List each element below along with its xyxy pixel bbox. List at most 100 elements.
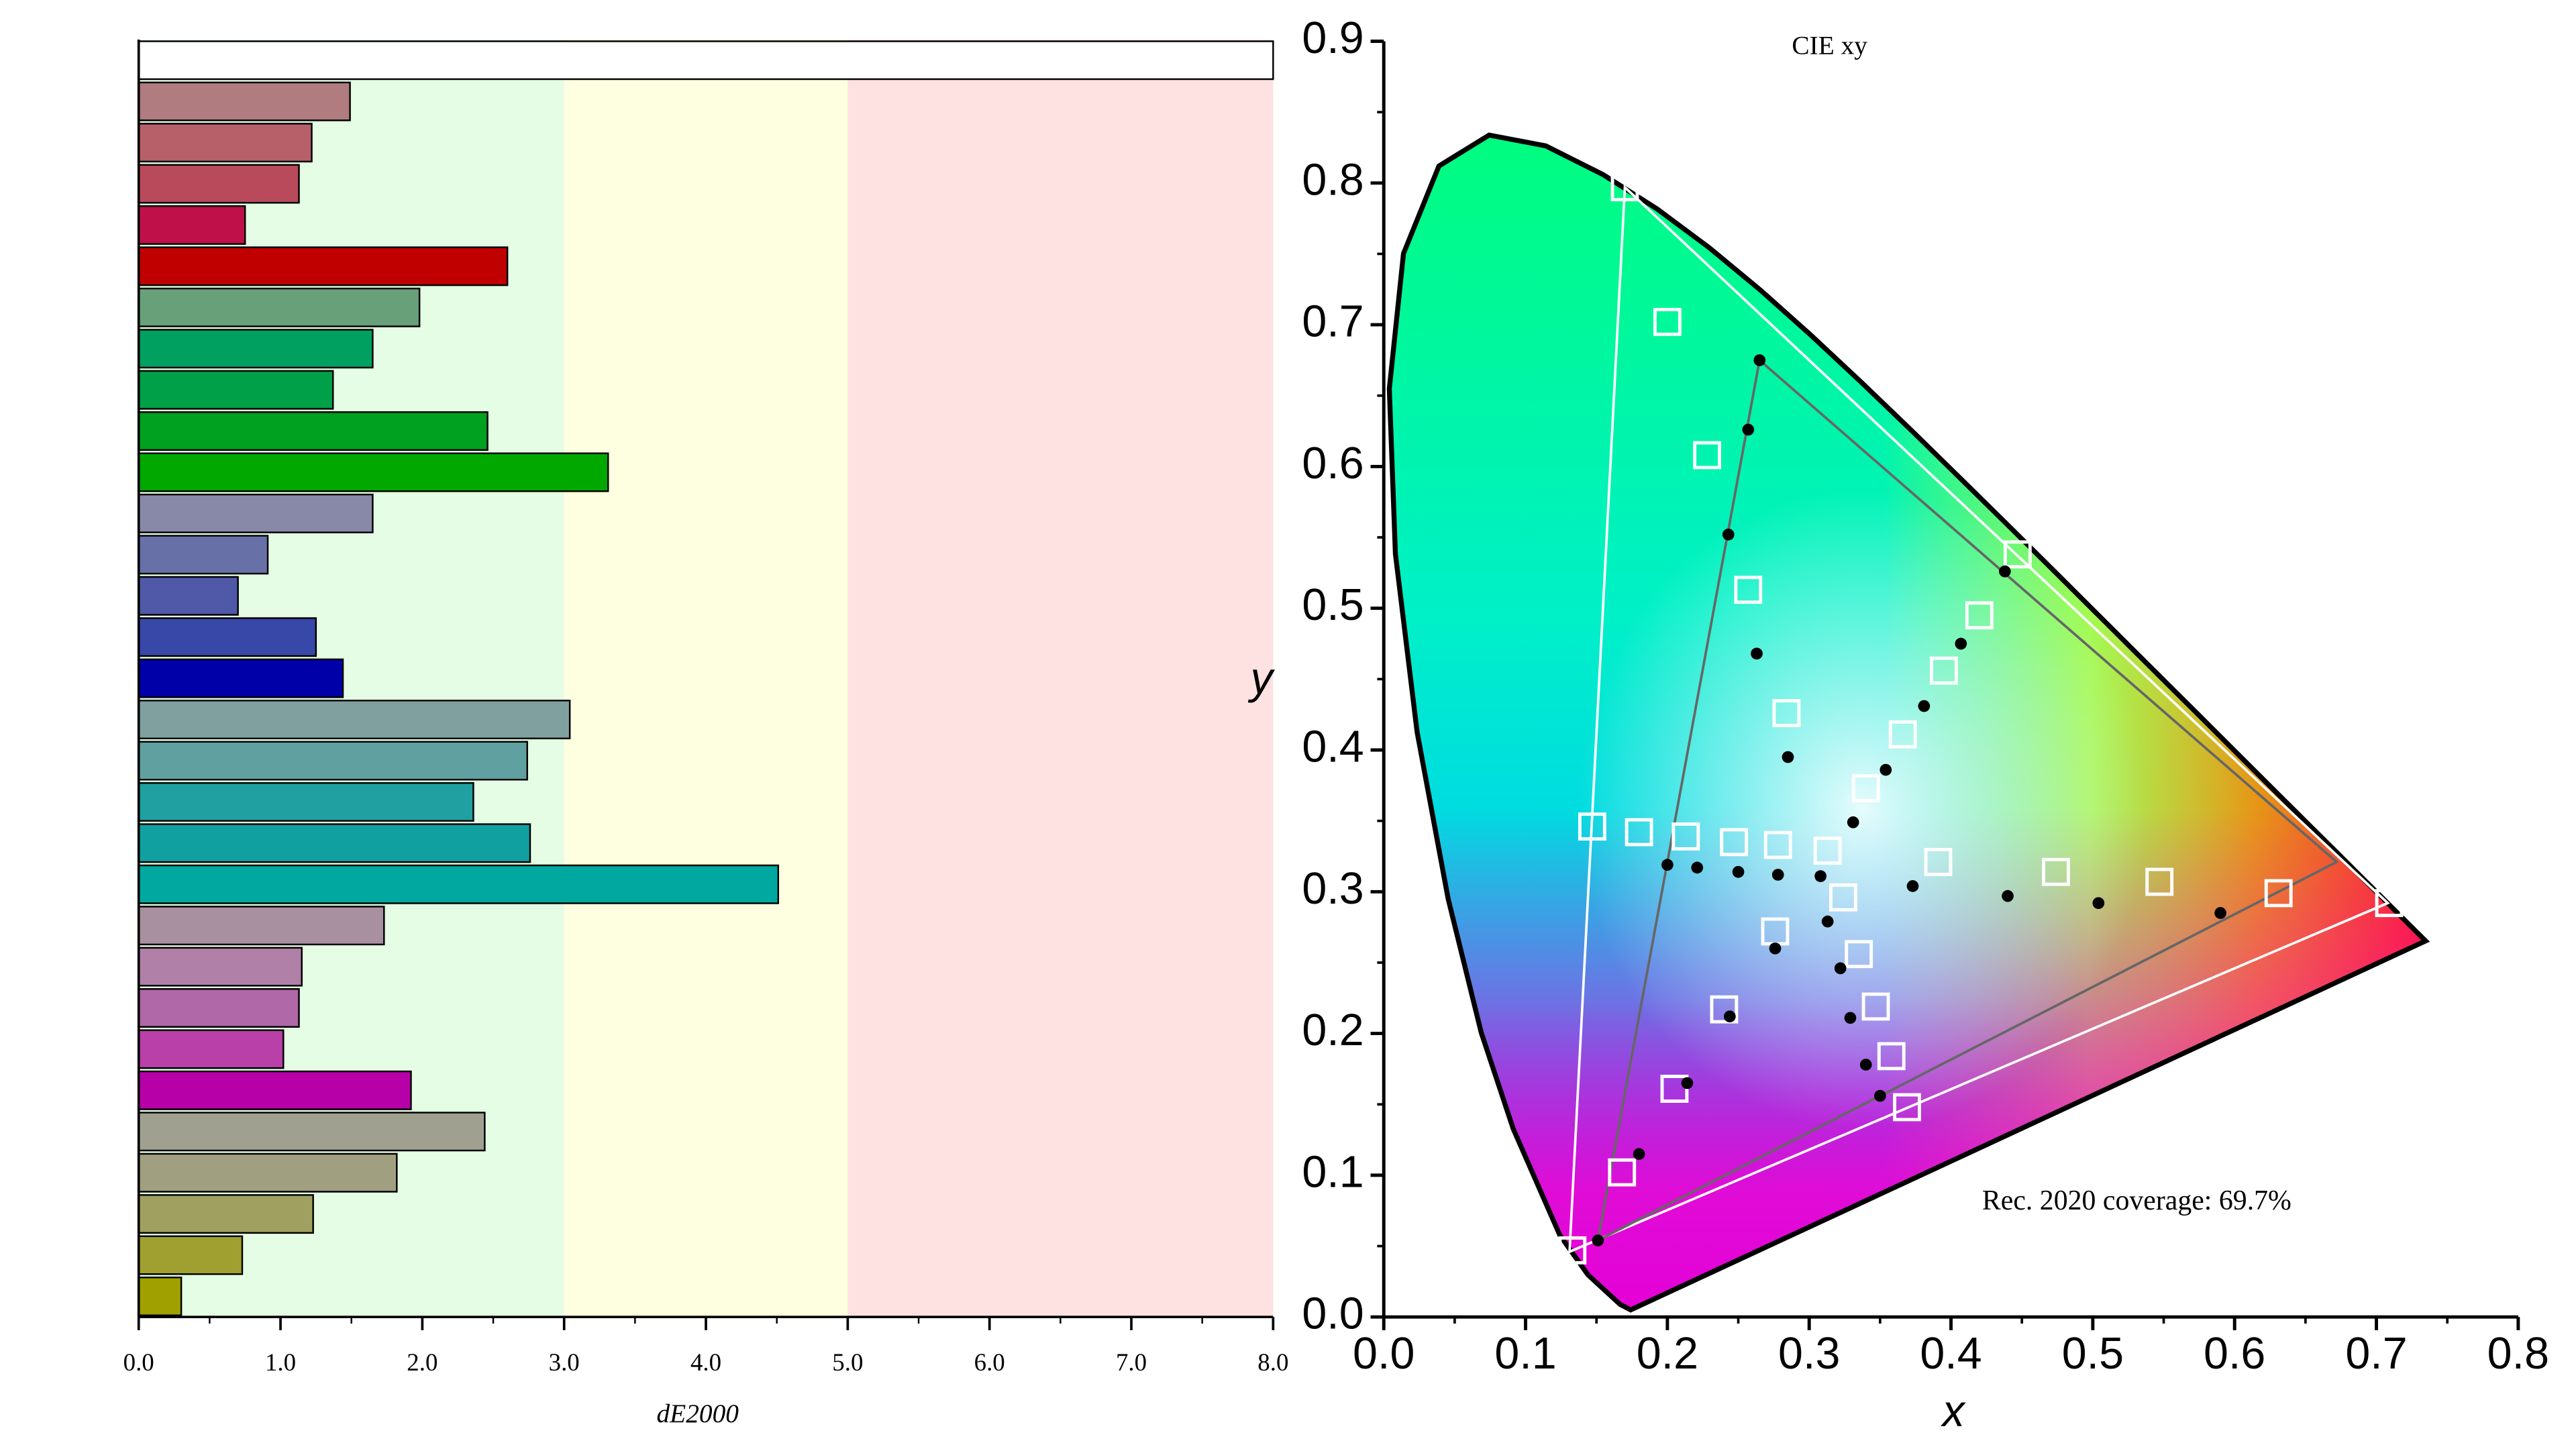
measured-point <box>1821 915 1834 928</box>
target-marker <box>1845 940 1873 969</box>
bar <box>138 988 300 1028</box>
bar <box>138 370 334 410</box>
target-marker <box>2145 867 2174 896</box>
x-tick-label: 0.0 <box>123 1348 154 1376</box>
measured-point <box>1844 1012 1857 1024</box>
bar <box>138 81 351 121</box>
target-marker <box>1578 812 1606 841</box>
target-marker <box>2375 889 2404 918</box>
bar <box>138 741 528 781</box>
target-marker <box>1693 441 1721 470</box>
measured-point <box>1751 647 1763 660</box>
zone <box>564 40 848 1318</box>
measured-point <box>1859 1059 1872 1071</box>
target-marker <box>1653 307 1682 336</box>
bar <box>138 205 246 245</box>
bar <box>138 576 239 616</box>
target-marker <box>1829 883 1857 912</box>
chart-title: CIE xy <box>1792 30 1867 60</box>
measured-point <box>1722 528 1735 541</box>
measured-point <box>1769 942 1782 955</box>
y-tick-label: 0.7 <box>1302 297 1363 347</box>
bar <box>138 535 269 575</box>
y-tick-label: 0.2 <box>1302 1006 1363 1055</box>
bar <box>138 493 374 533</box>
gamut-triangle <box>1596 358 2339 1243</box>
measured-point <box>1681 1077 1694 1089</box>
x-tick-label: 0.1 <box>1494 1329 1556 1379</box>
bar <box>138 1276 183 1316</box>
zone <box>847 40 1274 1318</box>
bar <box>138 947 303 987</box>
measured-point <box>2214 907 2226 919</box>
target-marker <box>1930 656 1958 685</box>
bar <box>138 617 317 657</box>
target-marker <box>2003 540 2032 569</box>
bar <box>138 40 1274 80</box>
measured-point <box>1879 763 1892 776</box>
measured-point <box>2002 890 2014 902</box>
y-tick-label: 0.0 <box>1302 1289 1363 1339</box>
x-tick-label: 0.4 <box>1920 1329 1981 1379</box>
measured-point <box>1847 816 1859 828</box>
y-tick-label: 0.6 <box>1302 439 1363 488</box>
x-tick-label: 0.0 <box>1353 1329 1414 1379</box>
de-chart: 0.0 1.0 2.0 3.0 4.0 5.0 6.0 7.0 8.0 dE2000 <box>123 40 1288 1428</box>
bar <box>138 1235 244 1275</box>
bar <box>138 1194 314 1234</box>
target-marker <box>1851 774 1880 802</box>
measured-point <box>1732 865 1745 878</box>
bar <box>138 287 421 327</box>
measured-point <box>1834 962 1847 975</box>
target-marker <box>2264 879 2293 908</box>
x-tick-label: 5.0 <box>832 1348 863 1376</box>
target-marker <box>1610 173 1639 202</box>
x-tick-label: 0.8 <box>2487 1329 2549 1379</box>
x-tick-label: 0.3 <box>1778 1329 1840 1379</box>
target-marker <box>1924 848 1953 876</box>
y-tick-label: 0.5 <box>1302 580 1363 630</box>
x-axis-label: dE2000 <box>656 1399 739 1428</box>
target-marker <box>1671 822 1700 851</box>
x-tick-label: 4.0 <box>690 1348 721 1376</box>
y-axis-label: y <box>1248 654 1276 704</box>
y-tick-label: 0.1 <box>1302 1147 1363 1197</box>
x-tick-label: 8.0 <box>1257 1348 1288 1376</box>
target-marker <box>1720 828 1749 857</box>
bar <box>138 1029 285 1069</box>
bar <box>138 782 474 822</box>
target-marker <box>2042 857 2070 886</box>
bar <box>138 123 313 163</box>
measured-point <box>1906 879 1919 892</box>
x-tick-label: 0.5 <box>2062 1329 2124 1379</box>
target-marker <box>1888 720 1917 749</box>
bar <box>138 411 488 451</box>
y-tick-label: 0.3 <box>1302 864 1363 914</box>
x-axis-label: x <box>1941 1387 1967 1436</box>
x-tick-label: 0.2 <box>1637 1329 1698 1379</box>
x-tick-label: 0.7 <box>2345 1329 2407 1379</box>
target-marker <box>1861 992 1890 1021</box>
bar <box>138 658 344 698</box>
x-tick-label: 0.6 <box>2204 1329 2265 1379</box>
bar <box>138 246 509 286</box>
measured-point <box>1633 1148 1645 1161</box>
y-tick-label: 0.8 <box>1302 155 1363 205</box>
target-marker <box>1772 699 1801 727</box>
x-tick-label: 7.0 <box>1116 1348 1147 1376</box>
target-marker <box>1813 837 1842 865</box>
target-marker <box>1877 1042 1906 1071</box>
bar <box>138 452 609 492</box>
measured-point <box>1998 565 2011 578</box>
x-tick-label: 1.0 <box>265 1348 296 1376</box>
bar <box>138 1070 412 1110</box>
bar <box>138 700 571 740</box>
y-tick-label: 0.4 <box>1302 722 1363 772</box>
bar <box>138 823 531 863</box>
bar <box>138 1112 486 1152</box>
measured-point <box>1782 751 1794 763</box>
measured-point <box>1691 861 1704 874</box>
target-marker <box>1763 830 1792 859</box>
